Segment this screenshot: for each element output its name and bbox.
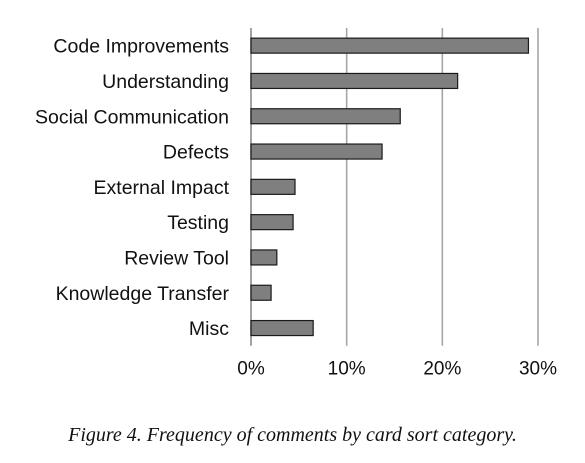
bar-testing [250,214,294,231]
category-label: Understanding [102,71,229,93]
x-tick-label: 30% [519,359,557,380]
bar-social-communication [250,108,401,125]
category-label: Misc [189,318,229,340]
x-tick-label: 10% [328,359,366,380]
x-axis-tick-labels: 0% 10% 20% 30% [237,359,557,380]
bar-understanding [250,72,459,90]
bar-misc [250,319,314,337]
category-label: Testing [167,212,229,234]
bar-external-impact [250,178,296,195]
x-tick-label: 20% [423,359,461,380]
bar-defects [250,143,383,160]
category-labels: Code Improvements Understanding Social Com… [35,36,230,340]
figure-caption: Figure 4. Frequency of comments by card … [68,424,517,446]
category-label: Knowledge Transfer [56,283,230,305]
bar-review-tool [250,249,278,266]
category-label: External Impact [94,177,230,199]
bar-chart: Code Improvements Understanding Social Com… [35,28,557,380]
category-label: Social Communication [35,106,229,128]
x-tick-label: 0% [237,359,265,380]
category-label: Review Tool [124,247,229,269]
category-label: Defects [163,142,229,164]
category-label: Code Improvements [53,36,229,58]
bar-code-improvements [250,37,530,54]
chart-bars [250,37,530,337]
bar-knowledge-transfer [250,284,272,301]
